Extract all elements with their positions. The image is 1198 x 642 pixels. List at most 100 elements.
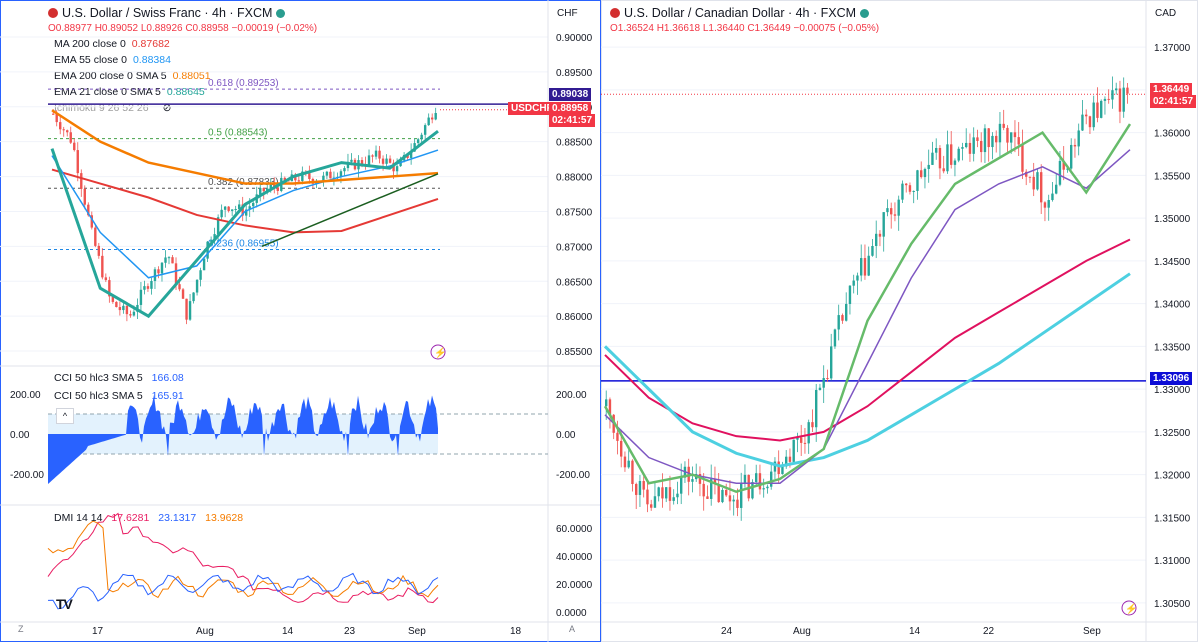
price-tick-label: 1.34000 (1154, 300, 1191, 311)
right-chart-header: U.S. Dollar / Canadian Dollar · 4h · FXC… (610, 6, 870, 20)
candle-body (378, 150, 381, 159)
candle-body (1043, 202, 1047, 208)
candle-body (972, 137, 975, 154)
candle-body (1006, 127, 1009, 143)
candle-body (367, 155, 371, 165)
candle-body (920, 170, 923, 178)
cci-tick-label-left: 200.00 (10, 390, 41, 401)
candle-body (181, 289, 185, 299)
right-price-chart[interactable]: 1.370001.365001.360001.355001.350001.345… (601, 0, 1198, 642)
left-series-line (51, 109, 439, 185)
candle-body (329, 171, 332, 179)
candle-body (146, 286, 150, 289)
candle-body (856, 275, 859, 281)
candle-body (374, 150, 378, 157)
tradingview-logo: TV (56, 596, 73, 612)
candle-body (160, 262, 164, 274)
right-ma-red-line (604, 238, 1131, 442)
fib-level-label: 0.618 (0.89253) (208, 78, 279, 89)
candle-body (423, 125, 427, 135)
candle-body (101, 255, 104, 278)
candle-body (339, 171, 343, 177)
candle-body (297, 180, 301, 182)
right-currency-label[interactable]: CAD (1155, 8, 1177, 19)
candle-body (139, 289, 143, 305)
collapse-button[interactable]: ^ (56, 408, 74, 424)
candle-body (266, 188, 269, 192)
left-x-tick-label: Aug (196, 626, 214, 637)
candle-body (1013, 132, 1017, 138)
lightning-icon (1121, 600, 1137, 616)
candle-body (188, 301, 192, 320)
candle-body (1111, 90, 1114, 100)
candle-body (1058, 160, 1062, 185)
candle-body (968, 142, 972, 154)
right-hline-price-tag: 1.33096 (1150, 372, 1193, 385)
eye-hidden-icon[interactable]: ⊘ (162, 102, 172, 114)
candle-body (308, 173, 311, 179)
candle-body (1126, 87, 1129, 94)
left-price-chart[interactable]: 0.900000.895000.890000.885000.880000.875… (0, 0, 600, 642)
candle-body (942, 168, 945, 172)
dmi-tick-label: 20.0000 (556, 580, 593, 591)
indicator-legend-item[interactable]: EMA 55 close 0 0.88384 (54, 54, 171, 66)
candle-body (608, 399, 612, 415)
candle-body (1122, 87, 1125, 112)
candle-body (938, 148, 942, 169)
right-ma-green-line (603, 123, 1132, 494)
price-tick-label: 0.89500 (556, 68, 593, 79)
candle-body (691, 479, 694, 482)
candle-body (245, 209, 248, 216)
candle-body (346, 161, 350, 169)
candle-body (890, 208, 893, 215)
candle-body (1092, 102, 1095, 128)
candle-body (811, 422, 814, 428)
candle-body (1085, 114, 1088, 117)
left-z-icon[interactable]: Z (18, 624, 24, 634)
candle-body (616, 432, 619, 441)
candle-body (747, 474, 750, 499)
left-a-icon[interactable]: A (569, 624, 576, 634)
candle-body (213, 234, 216, 241)
left-currency-label[interactable]: CHF (557, 8, 578, 19)
candle-body (725, 489, 728, 496)
cci-legend-1: CCI 50 hlc3 SMA 5 166.08 (54, 372, 184, 384)
indicator-label: EMA 55 close 0 (54, 54, 127, 66)
candle-body (118, 307, 122, 311)
candle-body (717, 484, 720, 503)
candle-body (665, 487, 668, 499)
indicator-legend-item[interactable]: MA 200 close 0 0.87682 (54, 38, 170, 50)
candle-body (916, 170, 919, 191)
candle-body (755, 473, 758, 483)
candle-body (646, 489, 649, 505)
right-last-price-tag: 1.36449 (1150, 83, 1193, 96)
candle-body (706, 496, 709, 499)
right-x-tick-label: 22 (983, 626, 995, 637)
candle-body (803, 442, 807, 444)
candle-body (1055, 184, 1058, 194)
candle-body (129, 314, 132, 316)
candle-body (961, 147, 964, 149)
candle-body (350, 159, 353, 162)
candle-body (822, 378, 825, 388)
fib-level-label: 0.5 (0.88543) (208, 128, 268, 139)
candle-body (721, 489, 724, 503)
candle-body (860, 258, 863, 276)
candle-body (252, 202, 255, 207)
price-tick-label: 1.35500 (1154, 171, 1191, 182)
candle-body (178, 284, 181, 290)
candle-body (59, 122, 62, 130)
candle-body (1066, 168, 1069, 170)
candle-body (385, 158, 388, 164)
candle-body (76, 150, 79, 174)
indicator-legend-item[interactable]: EMA 200 close 0 SMA 5 0.88051 (54, 70, 211, 82)
right-ma-cyan-line (603, 272, 1131, 468)
candle-body (773, 461, 777, 472)
candle-body (301, 171, 304, 182)
candle-body (157, 269, 160, 274)
candle-body (976, 137, 979, 141)
candle-body (728, 495, 732, 502)
indicator-legend-item[interactable]: Ichimoku 9 26 52 26 ⊘ (54, 102, 171, 114)
cci-tick-label: 200.00 (556, 390, 587, 401)
candle-body (946, 144, 949, 172)
